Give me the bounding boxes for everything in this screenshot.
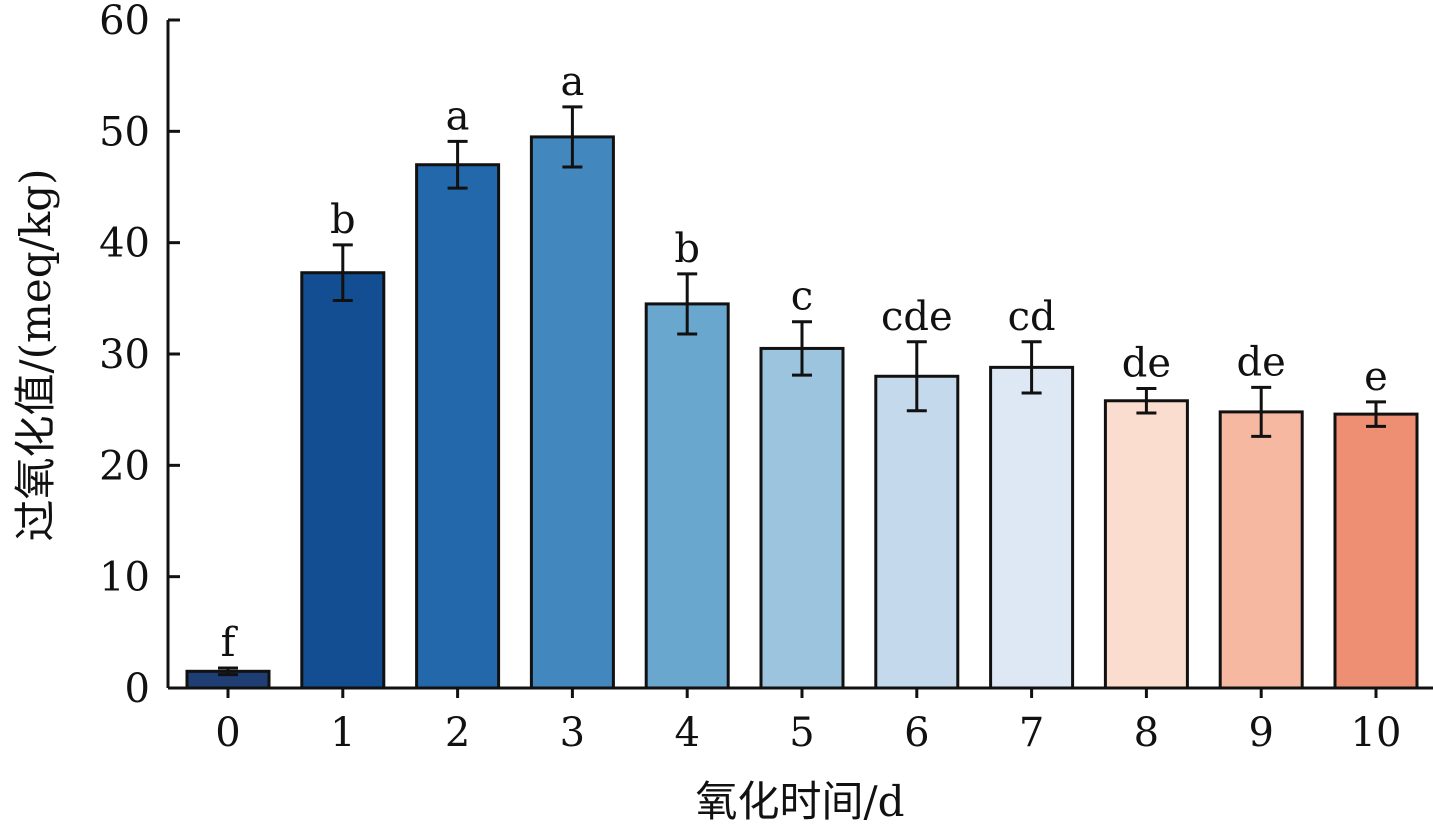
significance-labels-layer: f b a a b c cde cd de de e	[221, 59, 1388, 666]
y-tick-label: 0	[125, 666, 150, 712]
bar	[300, 271, 386, 690]
y-tick-label: 40	[99, 221, 150, 267]
x-ticks-layer: 0 1 2 3 4 5 6 7 8 9 10	[215, 688, 1401, 756]
significance-label: cde	[881, 294, 953, 340]
bars-layer	[185, 135, 1419, 690]
significance-label: c	[791, 274, 813, 320]
error-bars-layer	[218, 105, 1386, 677]
y-tick-label: 30	[99, 332, 150, 378]
significance-label: b	[674, 226, 700, 272]
significance-label: a	[560, 59, 584, 105]
x-tick-label: 2	[445, 710, 470, 756]
bar	[1218, 410, 1304, 690]
bar	[1333, 412, 1419, 690]
significance-label: de	[1122, 341, 1171, 387]
bar	[759, 346, 845, 690]
y-axis-title: 过氧化值/(meq/kg)	[11, 169, 60, 542]
bar	[989, 365, 1075, 690]
significance-label: a	[446, 93, 470, 139]
x-tick-label: 5	[789, 710, 814, 756]
x-tick-label: 9	[1248, 710, 1273, 756]
x-axis-title: 氧化时间/d	[695, 777, 904, 826]
significance-label: de	[1237, 339, 1286, 385]
significance-label: b	[330, 197, 356, 243]
y-ticks-layer: 0 10 20 30 40 50 60	[99, 0, 180, 712]
x-tick-label: 8	[1134, 710, 1159, 756]
bar	[529, 135, 615, 690]
bar	[874, 374, 960, 690]
y-tick-label: 10	[99, 555, 150, 601]
x-tick-label: 1	[330, 710, 355, 756]
significance-label: e	[1364, 354, 1388, 400]
bar	[415, 163, 501, 690]
x-tick-label: 3	[560, 710, 585, 756]
significance-label: cd	[1008, 294, 1056, 340]
x-tick-label: 10	[1351, 710, 1402, 756]
y-tick-label: 60	[99, 0, 150, 44]
significance-label: f	[221, 620, 239, 666]
x-tick-label: 6	[904, 710, 929, 756]
y-tick-label: 50	[99, 109, 150, 155]
y-tick-label: 20	[99, 443, 150, 489]
bar	[1103, 399, 1189, 690]
x-tick-label: 0	[215, 710, 240, 756]
x-tick-label: 4	[674, 710, 699, 756]
x-tick-label: 7	[1019, 710, 1044, 756]
bar	[644, 302, 730, 690]
